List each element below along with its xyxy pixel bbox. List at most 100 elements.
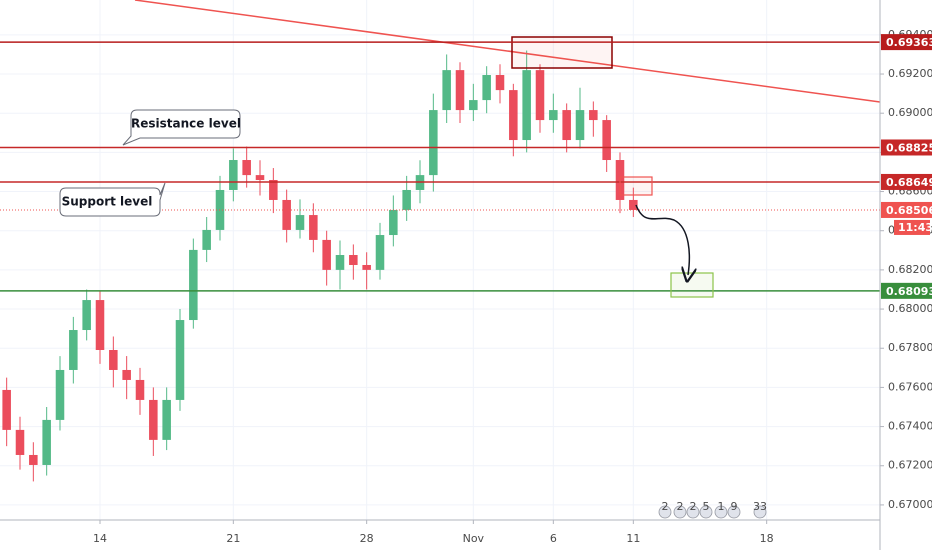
x-tick-label: 28 [360, 532, 374, 545]
level-label-bg [881, 139, 932, 156]
candle-body [42, 419, 51, 465]
event-count: 2 [677, 500, 684, 513]
candle-body [349, 255, 358, 265]
candle-body [322, 239, 331, 270]
candle-body [282, 199, 291, 230]
candle-body [455, 70, 465, 111]
candle-body [375, 235, 385, 270]
candle-body [109, 349, 118, 370]
level-label: 0.68825 [886, 141, 932, 154]
x-tick-label: 14 [93, 532, 107, 545]
candle-body [135, 379, 145, 400]
x-tick-label: 18 [760, 532, 774, 545]
candle-body [495, 75, 505, 91]
candle-body [255, 175, 265, 180]
forecast-arrow [635, 204, 689, 275]
axis-labels: 0.67000 0.67200 0.67400 0.67600 0.67800 0.680… [93, 28, 932, 545]
candle-body [2, 389, 11, 430]
event-icon [699, 505, 713, 519]
y-tick-label: 0.68200 [888, 263, 932, 276]
candle-body [482, 75, 491, 101]
event-count: 2 [662, 500, 669, 513]
candle-body [175, 320, 185, 400]
candle-body [575, 110, 585, 141]
level-label-bg [881, 282, 932, 299]
event-icon [673, 505, 687, 519]
candle-body [429, 110, 438, 176]
annotation: Support level [62, 195, 153, 209]
y-tick-label: 0.69200 [888, 67, 932, 80]
y-tick-label: 0.68000 [888, 302, 932, 315]
candle-body [389, 209, 398, 236]
candle-body [69, 330, 78, 370]
candle-body [549, 110, 558, 121]
candle-body [469, 100, 478, 111]
candle-body [629, 199, 638, 210]
candle-body [335, 255, 345, 270]
candle-body [95, 300, 105, 350]
event-count: 1 [718, 500, 725, 513]
event-count: 9 [731, 500, 738, 513]
x-tick-label: Nov [463, 532, 485, 545]
candle-body [535, 70, 545, 121]
candle-body [309, 215, 318, 240]
candles [2, 50, 638, 482]
candle-body [82, 300, 91, 331]
candle-body [522, 70, 531, 141]
x-tick-label: 21 [226, 532, 240, 545]
candle-body [362, 264, 371, 270]
callout-bubble [59, 182, 166, 217]
candle-body [295, 215, 305, 230]
candle-body [29, 454, 38, 465]
event-icon [727, 505, 741, 519]
candle-body [189, 249, 198, 321]
grid [0, 0, 880, 520]
y-tick-label: 0.67400 [888, 420, 932, 433]
countdown: 11:43 [898, 221, 932, 234]
level-label: 0.68649 [886, 176, 932, 189]
trend-line [134, 0, 881, 103]
candle-body [149, 399, 158, 440]
event-count: 5 [703, 500, 710, 513]
candle-body [269, 179, 278, 200]
candle-body [202, 229, 211, 250]
y-tick-label: 0.67000 [888, 498, 932, 511]
level-label: 0.68506 [886, 204, 932, 217]
event-icon [714, 505, 728, 519]
event-icon [686, 505, 700, 519]
candle-body [229, 160, 238, 190]
candle-body [602, 120, 611, 161]
candle-body [15, 429, 25, 455]
y-tick-label: 0.67200 [888, 459, 932, 472]
y-tick-label: 0.67800 [888, 341, 932, 354]
level-label: 0.68093 [886, 285, 932, 298]
candle-body [162, 399, 171, 440]
event-icon [658, 505, 672, 519]
level-label-bg [881, 34, 932, 51]
annotation: Resistance level [131, 117, 241, 131]
candle-body [215, 189, 225, 230]
y-tick-label: 0.69000 [888, 106, 932, 119]
level-label-bg [881, 201, 932, 218]
candle-body [55, 369, 65, 420]
entry-zone [619, 176, 653, 196]
candle-body [589, 110, 598, 121]
event-count: 33 [753, 500, 767, 513]
candle-body [402, 189, 411, 210]
candle-body [442, 70, 451, 111]
candle-body [562, 110, 571, 141]
candle-body [122, 369, 131, 380]
event-count: 2 [690, 500, 697, 513]
countdown-bg [894, 219, 930, 235]
callout-bubble [122, 109, 241, 146]
candle-body [242, 160, 251, 176]
event-icon [753, 505, 767, 519]
x-tick-label: 11 [626, 532, 640, 545]
levels [0, 41, 880, 292]
y-tick-label: 0.67600 [888, 380, 932, 393]
level-label: 0.69363 [886, 36, 932, 49]
x-tick-label: 6 [550, 532, 557, 545]
target-zone [670, 272, 714, 298]
